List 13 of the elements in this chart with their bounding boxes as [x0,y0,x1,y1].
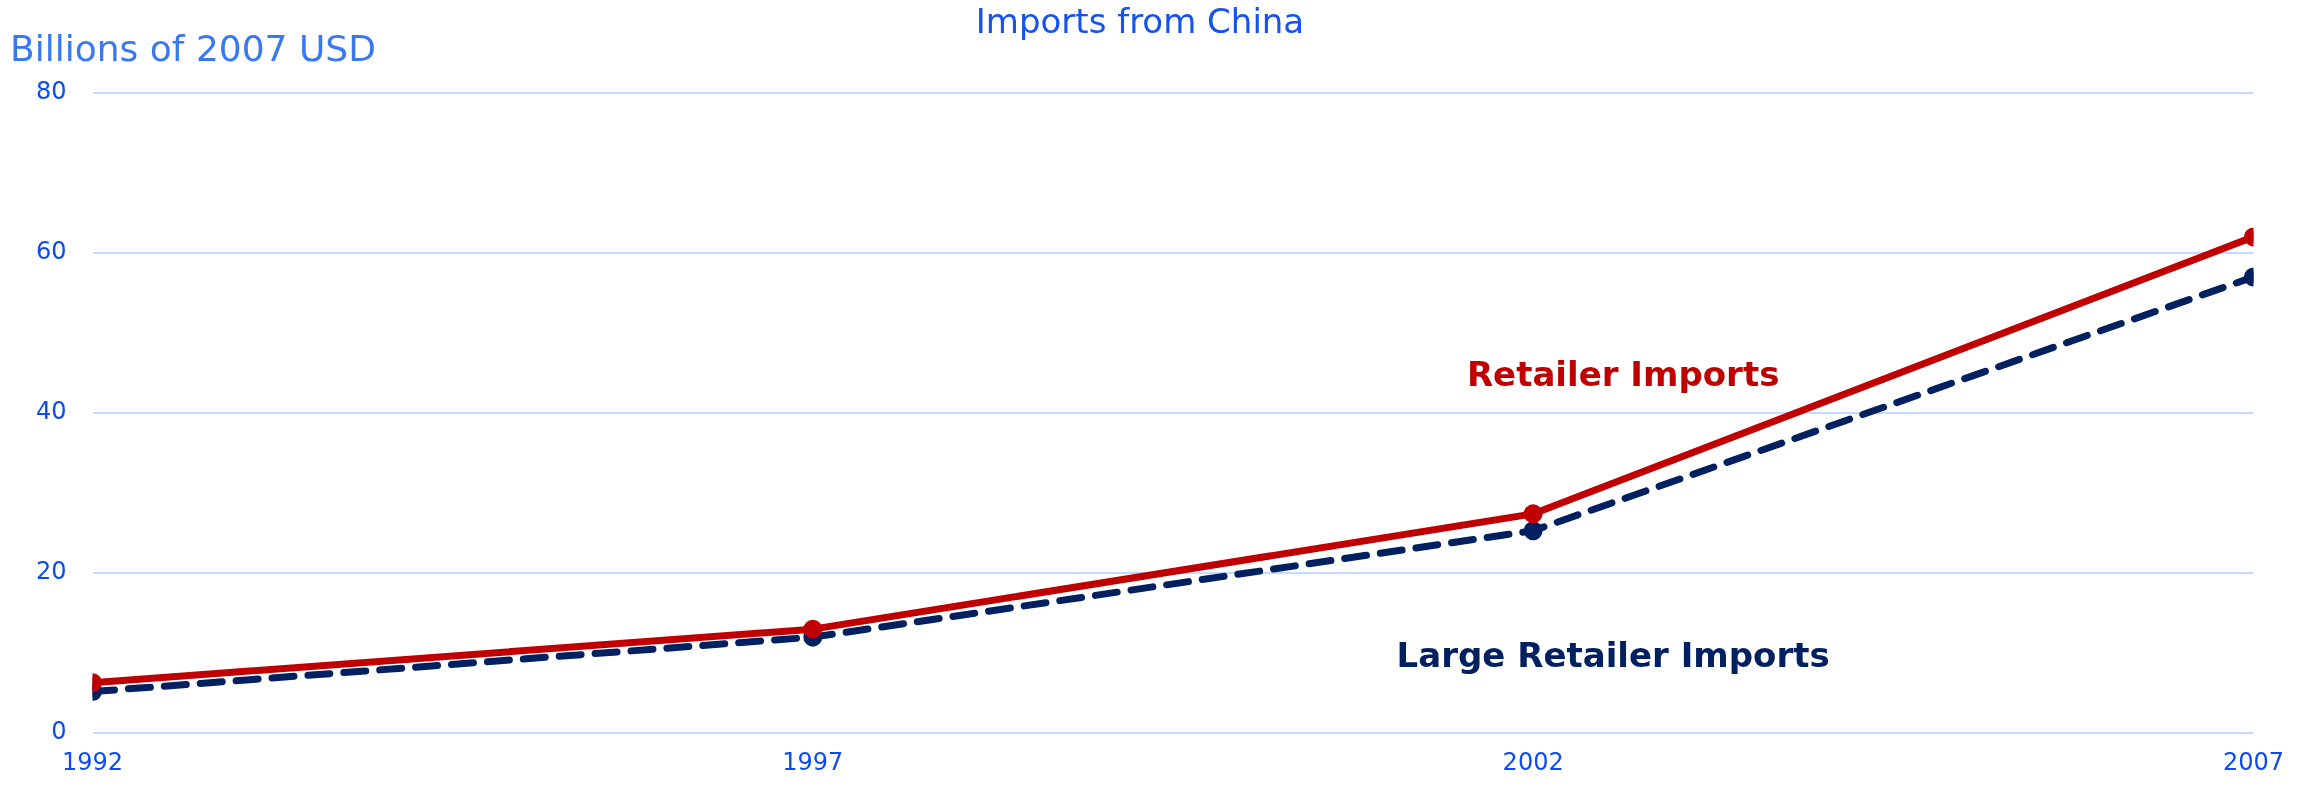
chart-title: Imports from China [975,1,1305,42]
y-axis-title: Billions of 2007 USD [10,28,376,70]
y-tick-label: 40 [35,397,67,426]
x-tick-label: 2002 [1502,747,1564,776]
x-tick-label: 1997 [782,747,844,776]
y-tick-label: 80 [35,77,67,106]
y-tick-label: 0 [51,717,67,746]
x-tick-label: 1992 [62,747,124,776]
text: Large Retailer Imports [1396,634,1830,675]
x-tick-label: 2007 [2222,747,2284,776]
y-tick-label: 20 [35,557,67,586]
series-label: Retailer Imports [1466,353,1780,394]
y-tick-label: 60 [35,237,67,266]
